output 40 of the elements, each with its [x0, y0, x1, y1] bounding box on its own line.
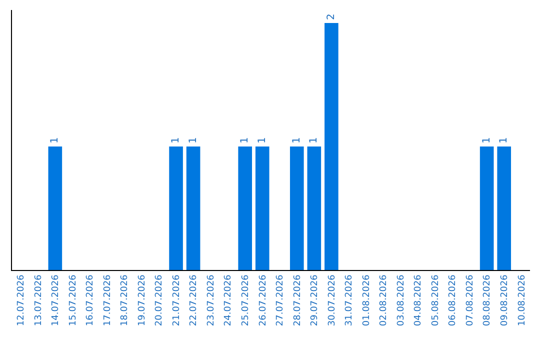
x-tick-label: 14.07.2026 [51, 274, 62, 326]
data-label: 1 [188, 137, 199, 144]
x-tick-label: 19.07.2026 [137, 274, 148, 326]
x-tick-label: 22.07.2026 [189, 274, 200, 326]
x-tick-label: 21.07.2026 [172, 274, 182, 326]
x-tick-label: 28.07.2026 [292, 274, 303, 326]
x-tick-label: 25.07.2026 [241, 274, 252, 326]
data-label: 2 [326, 14, 337, 20]
x-tick-label: 23.07.2026 [206, 274, 216, 326]
x-tick-label: 26.07.2026 [258, 274, 268, 326]
x-tick-label: 31.07.2026 [344, 274, 355, 326]
x-tick-label: 01.08.2026 [362, 274, 372, 326]
x-tick-label: 15.07.2026 [68, 274, 78, 326]
data-label: 1 [50, 137, 61, 144]
x-tick-label: 27.07.2026 [276, 274, 286, 326]
x-tick-label: 20.07.2026 [154, 274, 165, 326]
x-tick-label: 03.08.2026 [396, 274, 406, 326]
x-tick-label: 08.08.2026 [482, 274, 493, 326]
x-tick-label: 30.07.2026 [327, 274, 338, 326]
x-tick-label: 10.08.2026 [517, 274, 528, 326]
x-tick-label: 06.08.2026 [448, 274, 458, 326]
data-label: 1 [481, 137, 492, 144]
x-tick-label: 29.07.2026 [310, 274, 320, 326]
x-tick-label: 24.07.2026 [224, 274, 234, 326]
data-label: 1 [308, 137, 320, 144]
x-tick-label: 05.08.2026 [430, 274, 441, 326]
x-tick-label: 16.07.2026 [86, 274, 96, 326]
x-tick-label: 17.07.2026 [102, 274, 113, 326]
x-tick-label: 12.07.2026 [16, 274, 27, 326]
x-tick-label: 02.08.2026 [379, 274, 390, 326]
x-tick-label: 07.08.2026 [465, 274, 476, 326]
data-label: 1 [256, 137, 268, 144]
x-tick-label: 18.07.2026 [120, 274, 130, 326]
data-label: 1 [170, 137, 182, 144]
data-label: 1 [498, 137, 510, 144]
x-tick-label: 13.07.2026 [34, 274, 44, 326]
data-label: 1 [240, 137, 251, 144]
data-label: 1 [291, 137, 302, 144]
x-tick-label: 04.08.2026 [414, 274, 424, 326]
x-tick-label: 09.08.2026 [500, 274, 510, 326]
